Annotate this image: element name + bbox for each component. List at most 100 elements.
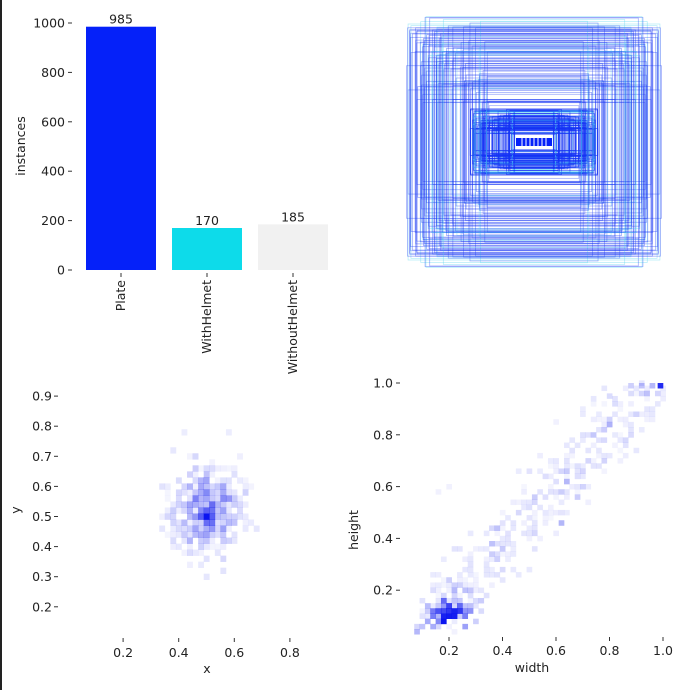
heatmap-cell [612, 442, 618, 449]
bounding-box [443, 68, 625, 216]
heatmap-cell [225, 519, 232, 526]
heatmap-cell [203, 525, 210, 532]
heatmap-cell [203, 489, 210, 496]
heatmap-cell [209, 507, 216, 514]
heatmap-cell [203, 507, 210, 514]
heatmap-cell [612, 432, 618, 438]
bounding-box [491, 129, 577, 155]
heatmap-cell [214, 531, 221, 538]
heatmap-cell [209, 525, 216, 532]
heatmap-cell [430, 603, 436, 609]
heatmap-cell [505, 540, 511, 547]
heatmap-cell [181, 525, 188, 532]
heatmap-cell [203, 477, 210, 484]
heatmap-cell [526, 468, 533, 474]
heatmap-cell [220, 495, 227, 502]
heatmap-cell [198, 543, 205, 550]
heatmap-cell [203, 555, 210, 562]
bounding-box [410, 25, 658, 259]
heatmap-cell [220, 513, 227, 520]
bounding-box [423, 40, 645, 244]
heatmap-cell [446, 613, 452, 619]
heatmap-cell [451, 613, 458, 619]
x-tick-label: 0.2 [439, 643, 459, 658]
heatmap-cell [424, 618, 431, 625]
heatmap-cell [462, 582, 469, 588]
heatmap-cell [203, 471, 210, 478]
heatmap-cell [237, 501, 243, 508]
heatmap-cell [220, 489, 227, 496]
heatmap-cell [203, 531, 210, 538]
heatmap-cell [414, 629, 420, 635]
heatmap-cell [203, 507, 210, 514]
bounding-box [416, 99, 652, 185]
heatmap-cell [164, 507, 171, 514]
bounding-box [465, 74, 603, 210]
heatmap-cell [612, 401, 618, 407]
heatmap-cell [164, 531, 171, 538]
heatmap-cell [547, 509, 554, 516]
heatmap-cell [489, 540, 495, 547]
heatmap-cell [435, 572, 442, 578]
heatmap-cell [622, 416, 629, 423]
bounding-box [432, 51, 636, 233]
heatmap-cell [526, 515, 533, 521]
heatmap-cell [505, 515, 511, 521]
bounding-box [479, 73, 589, 211]
bounding-box [465, 63, 603, 221]
bounding-box [442, 51, 626, 233]
bounding-box [475, 27, 593, 257]
heatmap-cell [187, 519, 193, 526]
heatmap-cell [209, 465, 216, 472]
heatmap-cell [440, 597, 447, 604]
heatmap-cell [457, 603, 463, 609]
heatmap-cell [209, 537, 216, 544]
bounding-box [409, 29, 659, 255]
heatmap-cell [220, 489, 227, 496]
heatmap-cell [574, 473, 581, 480]
heatmap-cell [209, 525, 216, 532]
heatmap-cell [564, 478, 570, 485]
bounding-box [484, 41, 584, 243]
bounding-box [422, 93, 646, 191]
heatmap-cell [198, 507, 205, 514]
heatmap-cell [225, 513, 232, 520]
heatmap-cell [203, 531, 210, 538]
bounding-box [481, 123, 587, 161]
heatmap-cell [649, 416, 656, 423]
heatmap-cell [446, 603, 452, 609]
heatmap-cell [198, 519, 205, 526]
bounding-box [407, 27, 661, 257]
heatmap-cell [209, 519, 216, 526]
heatmap-cell [510, 499, 517, 506]
heatmap-cell [628, 401, 634, 407]
heatmap-cell [220, 495, 227, 502]
bounding-box [503, 123, 565, 161]
heatmap-cell [462, 608, 469, 614]
heatmap-cell [564, 468, 570, 474]
heatmap-cell [214, 507, 221, 514]
heatmap-cell [457, 608, 463, 614]
heatmap-cell [192, 531, 199, 538]
heatmap-cell [457, 608, 463, 614]
heatmap-cell [553, 509, 559, 516]
bounding-box [436, 26, 632, 258]
heatmap-cell [198, 483, 205, 490]
width-height-heatmap: width height 0.2 0.4 0.6 0.8 1.0 0.2 0.4 0.6 0.8… [346, 376, 673, 676]
heatmap-cell [564, 489, 570, 495]
bounding-box [482, 100, 586, 184]
heatmap-cell [435, 608, 442, 614]
heatmap-cell [440, 613, 447, 619]
heatmap-cell [580, 437, 586, 443]
heatmap-cell [214, 507, 221, 514]
heatmap-cell [209, 501, 216, 508]
heatmap-cell [187, 537, 193, 544]
heatmap-cell [187, 543, 193, 550]
heatmap-cell [203, 489, 210, 496]
heatmap-cell [187, 513, 193, 520]
heatmap-cell [203, 507, 210, 514]
heatmap-cell [617, 401, 624, 407]
heatmap-cell [220, 519, 227, 526]
heatmap-cell [440, 608, 447, 614]
heatmap-cell [187, 501, 193, 508]
